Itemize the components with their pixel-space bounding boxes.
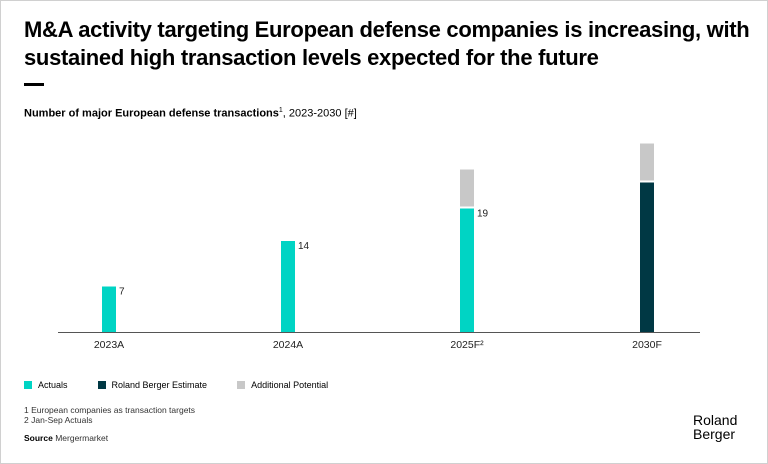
data-label: 7	[119, 287, 125, 298]
footnote-1: 1 European companies as transaction targ…	[24, 405, 196, 415]
source-label: Source	[24, 433, 53, 443]
data-label: 14	[298, 241, 310, 252]
bar-actuals	[281, 241, 295, 332]
footnote-2: 2 Jan-Sep Actuals	[24, 415, 93, 425]
source-value: Mergermarket	[55, 433, 109, 443]
legend-swatch	[24, 381, 32, 389]
subtitle-footnote: 1	[278, 107, 283, 114]
legend-label: Additional Potential	[251, 380, 329, 390]
legend-item-actuals: Actuals	[24, 380, 68, 390]
legend: Actuals Roland Berger Estimate Additiona…	[24, 380, 358, 390]
x-tick-label: 2024A	[273, 339, 303, 351]
x-tick-label: 2023A	[94, 339, 124, 351]
bar-actuals	[102, 286, 116, 332]
legend-item-estimate: Roland Berger Estimate	[97, 380, 208, 390]
logo-line-1: Roland	[693, 412, 738, 428]
legend-swatch	[97, 381, 106, 389]
data-label: 19	[477, 209, 489, 220]
bar-actuals	[460, 208, 474, 332]
legend-label: Roland Berger Estimate	[111, 380, 208, 390]
x-tick-label: 2025F²	[450, 339, 484, 351]
legend-item-potential: Additional Potential	[237, 380, 328, 390]
legend-swatch	[237, 381, 246, 389]
x-tick-label: 2030F	[632, 339, 662, 351]
logo-line-2: Berger	[693, 426, 736, 442]
subtitle-rest: , 2023-2030 [#]	[282, 107, 357, 120]
slide-title: M&A activity targeting European defense …	[24, 17, 750, 70]
chart-subtitle: Number of major European defense transac…	[24, 107, 357, 120]
roland-berger-logo: Roland Berger	[693, 413, 737, 441]
source-line: Source Mergermarket	[24, 433, 108, 443]
bar-additional-potential	[460, 169, 474, 207]
footnotes: 1 European companies as transaction targ…	[24, 405, 195, 425]
bar-additional-potential	[640, 143, 654, 181]
subtitle-bold: Number of major European defense transac…	[24, 107, 279, 120]
title-rule	[24, 83, 44, 86]
bar-roland-berger-estimate	[640, 182, 654, 332]
legend-label: Actuals	[38, 380, 68, 390]
